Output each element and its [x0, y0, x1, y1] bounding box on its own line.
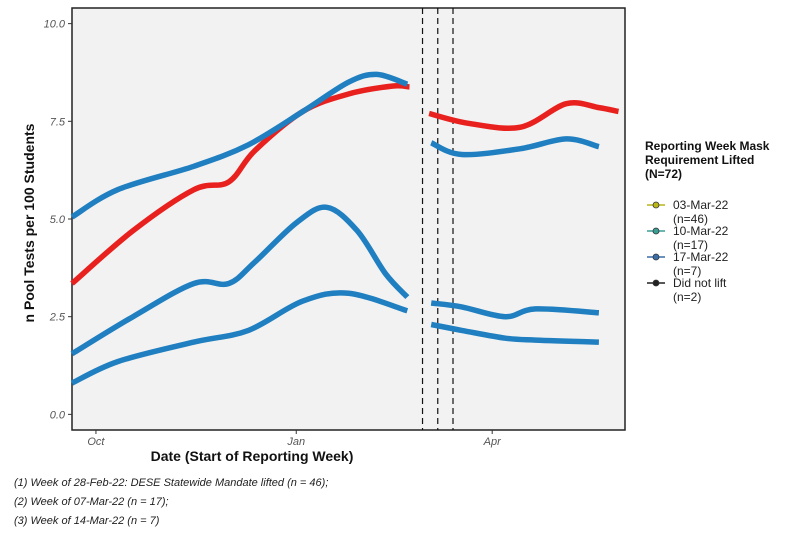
legend-label-4-line-1: Did not lift: [673, 276, 727, 290]
series-1-segment-2: [428, 100, 620, 131]
legend-label-2-line-2: (n=17): [673, 238, 708, 252]
y-axis: 0.0 2.5 5.0 7.5 10.0: [44, 19, 72, 421]
footnote-2: (2) Week of 07-Mar-22 (n = 17);: [14, 496, 169, 508]
legend-label-3-line-1: 17-Mar-22: [673, 250, 729, 264]
y-tick-label-0: 0.0: [50, 409, 66, 421]
reference-lines: [421, 8, 454, 430]
legend-entry-4: Did not lift(n=2): [647, 276, 727, 304]
x-axis: Oct Jan Apr: [87, 430, 502, 448]
legend-key-dot-4: [652, 279, 660, 287]
legend-key-dot-1: [652, 201, 660, 209]
series-2-segment-2: [430, 136, 600, 158]
legend-title-line-3: (N=72): [645, 167, 682, 181]
y-tick-label-1: 2.5: [49, 312, 66, 324]
legend-title-line-2: Requirement Lifted: [645, 153, 754, 167]
legend-key-dot-3: [652, 253, 660, 261]
x-axis-title: Date (Start of Reporting Week): [151, 448, 354, 464]
series-lines: [70, 71, 620, 386]
legend-label-1-line-2: (n=46): [673, 212, 708, 226]
y-axis-title: n Pool Tests per 100 Students: [21, 123, 37, 322]
footnote-3: (3) Week of 14-Mar-22 (n = 7): [14, 515, 160, 527]
y-tick-label-4: 10.0: [44, 19, 66, 31]
footnotes: (1) Week of 28-Feb-22: DESE Statewide Ma…: [14, 474, 794, 531]
series-4-segment-1: [70, 290, 409, 386]
chart: 0.0 2.5 5.0 7.5 10.0 Oct Jan Apr Date (Start o…: [21, 7, 770, 464]
legend-title-line-1: Reporting Week Mask: [645, 139, 770, 153]
y-tick-label-3: 7.5: [50, 116, 66, 128]
footnote-1: (1) Week of 28-Feb-22: DESE Statewide Ma…: [14, 477, 329, 489]
y-tick-label-2: 5.0: [50, 214, 66, 226]
legend-label-4-line-2: (n=2): [673, 290, 701, 304]
series-2-segment-1: [70, 71, 409, 220]
series-3-segment-2: [430, 300, 600, 320]
legend-label-3-line-2: (n=7): [673, 264, 701, 278]
legend-entry-3: 17-Mar-22(n=7): [647, 250, 729, 278]
x-tick-label-0: Oct: [87, 436, 105, 448]
series-4-segment-2: [430, 321, 599, 345]
legend-key-dot-2: [652, 227, 660, 235]
legend-entry-1: 03-Mar-22(n=46): [647, 198, 729, 226]
series-1-segment-1: [70, 82, 410, 286]
series-3-segment-1: [70, 204, 410, 357]
legend-label-2-line-1: 10-Mar-22: [673, 224, 729, 238]
legend-label-1-line-1: 03-Mar-22: [673, 198, 729, 212]
x-tick-label-2: Apr: [483, 436, 502, 448]
legend-entry-2: 10-Mar-22(n=17): [647, 224, 729, 252]
x-tick-label-1: Jan: [286, 436, 305, 448]
